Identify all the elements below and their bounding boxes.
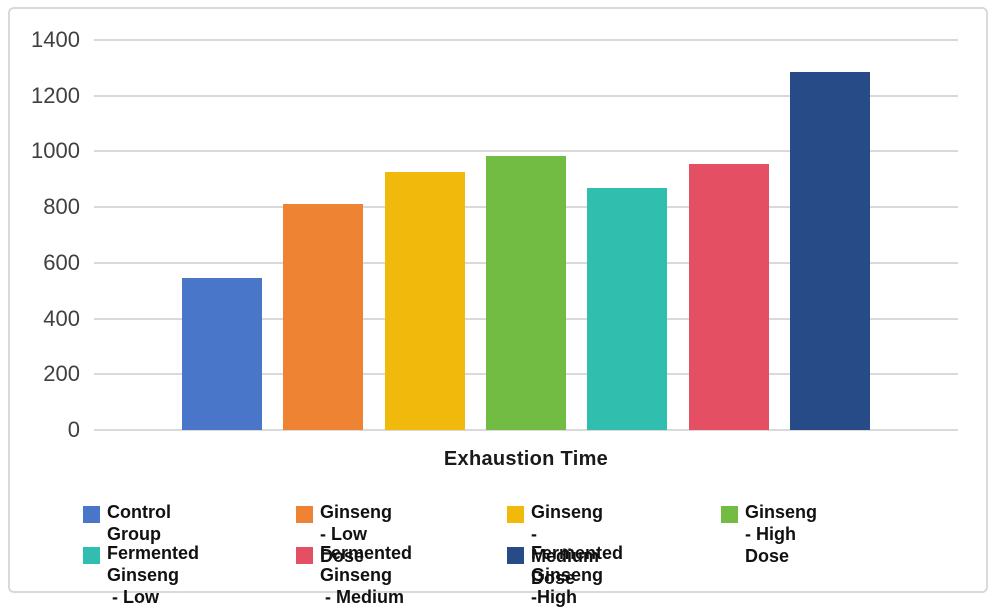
bar-fermented-ginseng-low-dose bbox=[587, 187, 668, 430]
bar-control-group bbox=[182, 278, 262, 430]
legend-label-ginseng-low-dose: Ginseng - Low Dose bbox=[320, 502, 393, 566]
bar-ginseng-high-dose bbox=[485, 155, 566, 430]
legend-label-ginseng-medium-dose: Ginseng - Medium Dose bbox=[531, 502, 604, 588]
legend-swatch-ginseng-low-dose bbox=[296, 506, 313, 523]
plot-area bbox=[94, 39, 958, 431]
legend-swatch-control-group bbox=[83, 506, 100, 523]
legend-item-fermented-ginseng-medium-dose: Fermented Ginseng - Medium Dose bbox=[296, 542, 412, 609]
legend-item-ginseng-high-dose: Ginseng - High Dose bbox=[721, 501, 817, 567]
bar-fermented-ginseng-medium-dose bbox=[688, 164, 769, 430]
y-tick-label-400: 400 bbox=[43, 305, 80, 331]
legend-label-fermented-ginseng-high-dose: Fermented Ginseng -High Dose bbox=[531, 543, 624, 607]
legend-item-control-group: Control Group bbox=[83, 501, 171, 545]
legend-swatch-fermented-ginseng-low-dose bbox=[83, 547, 100, 564]
gridline-1200 bbox=[94, 94, 958, 97]
legend-item-ginseng-medium-dose: Ginseng - Medium Dose bbox=[507, 501, 603, 589]
y-tick-label-200: 200 bbox=[43, 361, 80, 387]
gridline-1400 bbox=[94, 39, 958, 41]
y-tick-label-0: 0 bbox=[67, 417, 80, 442]
legend-item-fermented-ginseng-low-dose: Fermented Ginseng - Low Dose bbox=[83, 542, 199, 609]
y-tick-label-600: 600 bbox=[43, 249, 80, 275]
y-tick-label-1000: 1000 bbox=[31, 138, 80, 164]
gridline-0 bbox=[94, 429, 958, 431]
y-tick-label-1200: 1200 bbox=[31, 82, 80, 108]
x-axis-title: Exhaustion Time bbox=[443, 448, 609, 470]
legend-label-ginseng-high-dose: Ginseng - High Dose bbox=[745, 502, 818, 566]
legend-swatch-ginseng-medium-dose bbox=[507, 506, 524, 523]
y-tick-label-1400: 1400 bbox=[31, 27, 80, 52]
legend-label-fermented-ginseng-low-dose: Fermented Ginseng - Low Dose bbox=[107, 543, 200, 607]
gridline-1000 bbox=[94, 150, 958, 153]
y-tick-label-800: 800 bbox=[43, 194, 80, 220]
legend-swatch-fermented-ginseng-high-dose bbox=[507, 547, 524, 564]
bar-ginseng-medium-dose bbox=[384, 172, 465, 430]
bar-ginseng-low-dose bbox=[283, 204, 364, 430]
legend-swatch-fermented-ginseng-medium-dose bbox=[296, 547, 313, 564]
legend-item-fermented-ginseng-high-dose: Fermented Ginseng -High Dose bbox=[507, 542, 623, 609]
legend-item-ginseng-low-dose: Ginseng - Low Dose bbox=[296, 501, 392, 567]
legend-label-fermented-ginseng-medium-dose: Fermented Ginseng - Medium Dose bbox=[320, 543, 413, 607]
bar-fermented-ginseng-high-dose bbox=[789, 72, 870, 430]
legend-swatch-ginseng-high-dose bbox=[721, 506, 738, 523]
legend-label-control-group: Control Group bbox=[107, 502, 171, 544]
